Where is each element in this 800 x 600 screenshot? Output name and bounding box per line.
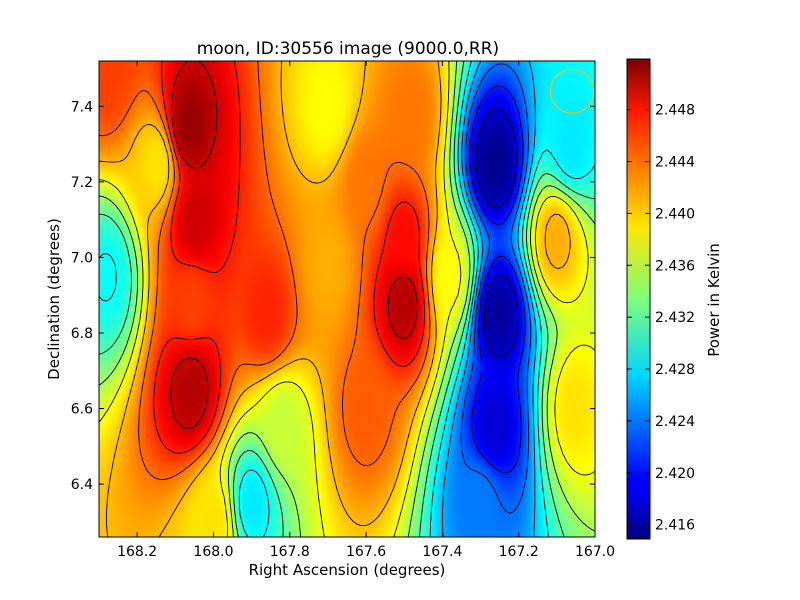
colorbar-ticks: 2.416 2.420 2.424 2.428 2.432 2.436 2.440 2.444… <box>627 103 695 534</box>
y-tick-label: 7.4 <box>71 99 93 115</box>
contour-level-4 <box>441 61 537 537</box>
x-axis: 168.2 168.0 167.8 167.6 167.4 167.2 167.0 <box>117 61 615 560</box>
y-tick-label: 6.4 <box>71 477 93 493</box>
colorbar: 2.416 2.420 2.424 2.428 2.432 2.436 2.440 2.444… <box>626 58 723 540</box>
chart-title: moon, ID:30556 image (9000.0,RR) <box>197 39 499 59</box>
contour-level-6 <box>99 61 595 537</box>
colorbar-tick-label: 2.440 <box>655 206 695 222</box>
x-tick-label: 167.2 <box>499 544 539 560</box>
contour-level-7 <box>99 61 595 537</box>
colorbar-tick-label: 2.444 <box>655 154 695 170</box>
x-tick-label: 167.4 <box>422 544 462 560</box>
colorbar-tick-label: 2.424 <box>655 414 695 430</box>
contour-lines <box>99 61 595 537</box>
contour-level-11 <box>153 61 425 454</box>
y-axis-label: Declination (degrees) <box>45 218 63 380</box>
y-tick-label: 6.8 <box>71 326 93 342</box>
contour-level-1 <box>475 109 519 358</box>
x-axis-label: Right Ascension (degrees) <box>249 561 446 579</box>
contour-level-10 <box>99 61 431 480</box>
colorbar-tick-label: 2.432 <box>655 310 695 326</box>
colorbar-tick-label: 2.416 <box>655 518 695 534</box>
contour-level-12 <box>170 61 418 430</box>
heatmap-image <box>99 61 595 537</box>
colorbar-tick-label: 2.448 <box>655 103 695 119</box>
colorbar-tick-label: 2.420 <box>655 466 695 482</box>
x-tick-label: 167.6 <box>346 544 386 560</box>
y-tick-label: 6.6 <box>71 402 93 418</box>
contour-level-2 <box>469 85 526 474</box>
x-tick-label: 167.0 <box>575 544 615 560</box>
contour-level-8 <box>99 61 595 537</box>
plot-frame <box>98 60 596 538</box>
beam-marker <box>549 68 595 114</box>
y-axis: 6.4 6.6 6.8 7.0 7.2 7.4 <box>71 99 595 493</box>
colorbar-tick-label: 2.436 <box>655 258 695 274</box>
x-tick-label: 168.2 <box>117 544 157 560</box>
x-tick-label: 167.8 <box>270 544 310 560</box>
contour-level-5 <box>99 61 595 537</box>
y-tick-label: 7.0 <box>71 250 93 266</box>
contour-level-3 <box>460 63 532 514</box>
x-tick-label: 168.0 <box>193 544 233 560</box>
colorbar-gradient <box>626 58 651 540</box>
contour-level-9 <box>99 61 571 537</box>
y-tick-label: 7.2 <box>71 175 93 191</box>
colorbar-tick-label: 2.428 <box>655 362 695 378</box>
colorbar-label: Power in Kelvin <box>705 243 723 357</box>
heatmap-area <box>98 60 596 538</box>
